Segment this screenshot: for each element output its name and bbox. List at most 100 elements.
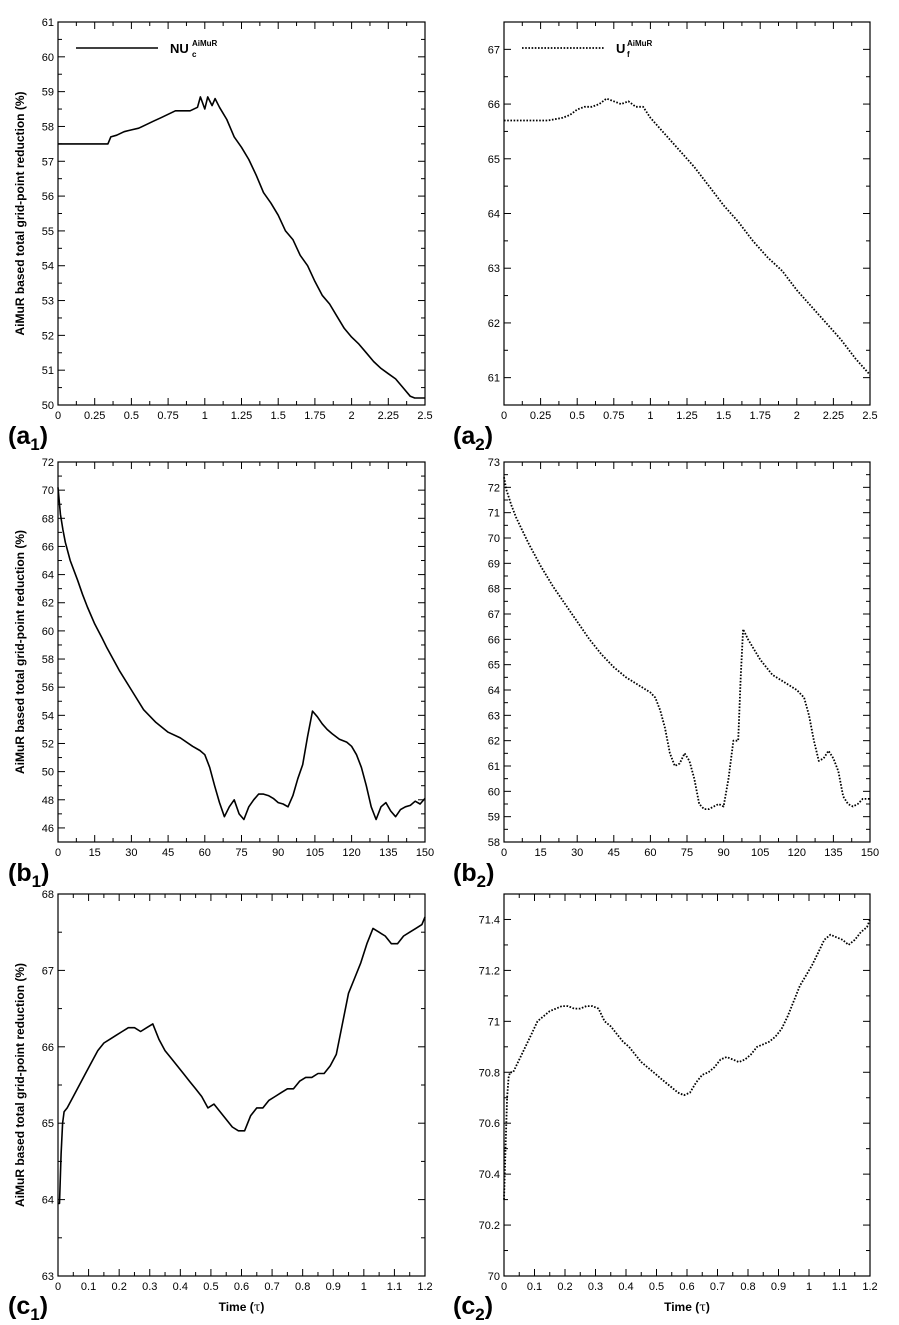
y-tick-label: 71.4 bbox=[479, 914, 500, 926]
x-tick-label: 2 bbox=[349, 410, 355, 422]
panel-label-index: 1 bbox=[30, 1305, 39, 1324]
series-line-b2-0 bbox=[503, 477, 870, 810]
y-axis-label: AiMuR based total grid-point reduction (… bbox=[13, 963, 27, 1207]
y-tick-label: 60 bbox=[488, 786, 500, 798]
y-tick-label: 65 bbox=[488, 660, 500, 672]
series-line-c1-0 bbox=[58, 916, 426, 1205]
y-axis-label: AiMuR based total grid-point reduction (… bbox=[13, 530, 27, 774]
y-tick-label: 70.8 bbox=[479, 1067, 500, 1079]
x-tick-label: 0.5 bbox=[570, 410, 585, 422]
x-tick-label: 15 bbox=[89, 847, 101, 859]
x-axis-label-main: Time ( bbox=[219, 1300, 254, 1314]
y-tick-label: 61 bbox=[42, 17, 54, 29]
panel-label: (b2) bbox=[453, 859, 494, 891]
x-tick-label: 0.2 bbox=[112, 1281, 127, 1293]
y-tick-label: 62 bbox=[488, 736, 500, 748]
x-tick-label: 0.6 bbox=[679, 1281, 694, 1293]
y-tick-label: 51 bbox=[42, 365, 54, 377]
x-tick-label: 0.7 bbox=[710, 1281, 725, 1293]
legend-label-sub: f bbox=[627, 50, 630, 59]
series-line-a2-0 bbox=[504, 97, 871, 376]
panel-label-letter: (b bbox=[453, 859, 477, 887]
x-tick-label: 0.9 bbox=[326, 1281, 341, 1293]
x-tick-label: 1.75 bbox=[304, 410, 325, 422]
y-tick-label: 62 bbox=[488, 318, 500, 330]
legend-label-main: U bbox=[616, 41, 625, 56]
x-tick-label: 1 bbox=[806, 1281, 812, 1293]
panel-label-letter: (a bbox=[453, 422, 476, 450]
y-tick-label: 54 bbox=[42, 261, 54, 273]
plot-frame bbox=[57, 893, 426, 1277]
x-tick-label: 0.5 bbox=[124, 410, 139, 422]
legend-label-sup: AiMuR bbox=[627, 39, 653, 48]
plot-frame bbox=[57, 21, 426, 406]
y-tick-label: 63 bbox=[42, 1271, 54, 1283]
plot-frame bbox=[503, 21, 871, 406]
x-tick-label: 1.2 bbox=[862, 1281, 877, 1293]
y-tick-label: 69 bbox=[488, 558, 500, 570]
y-tick-label: 70.6 bbox=[479, 1118, 500, 1130]
panel-label-letter: (a bbox=[8, 422, 31, 450]
series-line-b1-0 bbox=[57, 487, 426, 821]
panel-label: (b1) bbox=[8, 859, 49, 891]
y-tick-label: 71 bbox=[488, 508, 500, 520]
y-tick-label: 67 bbox=[488, 44, 500, 56]
panel-label-close: ) bbox=[485, 1292, 493, 1320]
panel-label-close: ) bbox=[486, 859, 494, 887]
y-tick-label: 65 bbox=[42, 1118, 54, 1130]
x-tick-label: 1.75 bbox=[749, 410, 770, 422]
y-tick-label: 67 bbox=[488, 609, 500, 621]
x-tick-label: 1.2 bbox=[417, 1281, 432, 1293]
x-tick-label: 30 bbox=[125, 847, 137, 859]
x-tick-label: 2.5 bbox=[417, 410, 432, 422]
y-tick-label: 63 bbox=[488, 710, 500, 722]
y-tick-label: 60 bbox=[42, 52, 54, 64]
y-tick-label: 58 bbox=[42, 121, 54, 133]
x-tick-label: 1.1 bbox=[832, 1281, 847, 1293]
x-tick-label: 60 bbox=[199, 847, 211, 859]
y-tick-label: 55 bbox=[42, 226, 54, 238]
y-tick-label: 58 bbox=[488, 837, 500, 849]
y-tick-label: 57 bbox=[42, 156, 54, 168]
x-tick-label: 0.3 bbox=[142, 1281, 157, 1293]
panel-label-close: ) bbox=[40, 1292, 48, 1320]
x-tick-label: 0.75 bbox=[603, 410, 624, 422]
x-tick-label: 0.8 bbox=[740, 1281, 755, 1293]
y-tick-label: 71 bbox=[488, 1016, 500, 1028]
x-tick-label: 0 bbox=[55, 847, 61, 859]
x-axis-label: Time (τ) bbox=[219, 1300, 265, 1314]
x-tick-label: 2 bbox=[794, 410, 800, 422]
x-tick-label: 0.5 bbox=[203, 1281, 218, 1293]
legend-label-main: NU bbox=[170, 41, 189, 56]
x-tick-label: 60 bbox=[644, 847, 656, 859]
y-tick-label: 68 bbox=[42, 889, 54, 901]
panel-b2: 0 15 30 45 60 75 90 105 120 135 150 58 59 60 61 62 63 64 6… bbox=[453, 457, 879, 891]
x-tick-label: 90 bbox=[272, 847, 284, 859]
x-tick-label: 105 bbox=[306, 847, 324, 859]
x-tick-label: 0 bbox=[55, 1281, 61, 1293]
panel-label-close: ) bbox=[40, 422, 48, 450]
series-line-c2-0 bbox=[503, 919, 871, 1200]
y-tick-label: 70.4 bbox=[479, 1169, 500, 1181]
y-tick-label: 66 bbox=[42, 1042, 54, 1054]
y-tick-label: 56 bbox=[42, 191, 54, 203]
legend-label-sub: c bbox=[192, 50, 197, 59]
panel-label-index: 2 bbox=[475, 1305, 484, 1324]
x-tick-label: 1 bbox=[202, 410, 208, 422]
x-tick-label: 1.5 bbox=[716, 410, 731, 422]
panel-c2: 0 0.1 0.2 0.3 0.4 0.5 0.6 0.7 0.8 0.9 1 1.1 1.2 70 70.… bbox=[453, 893, 878, 1324]
y-tick-label: 61 bbox=[488, 373, 500, 385]
panel-label-letter: (c bbox=[8, 1292, 30, 1320]
panel-label: (a1) bbox=[8, 422, 48, 454]
y-tick-label: 64 bbox=[488, 685, 500, 697]
x-tick-label: 30 bbox=[571, 847, 583, 859]
y-tick-label: 65 bbox=[488, 154, 500, 166]
x-tick-label: 0.6 bbox=[234, 1281, 249, 1293]
y-tick-label: 62 bbox=[42, 598, 54, 610]
plot-frame bbox=[503, 893, 871, 1277]
y-tick-label: 68 bbox=[42, 513, 54, 525]
plot-frame bbox=[503, 461, 871, 843]
y-tick-label: 66 bbox=[488, 634, 500, 646]
panel-label-index: 1 bbox=[32, 872, 41, 891]
x-tick-label: 1 bbox=[647, 410, 653, 422]
